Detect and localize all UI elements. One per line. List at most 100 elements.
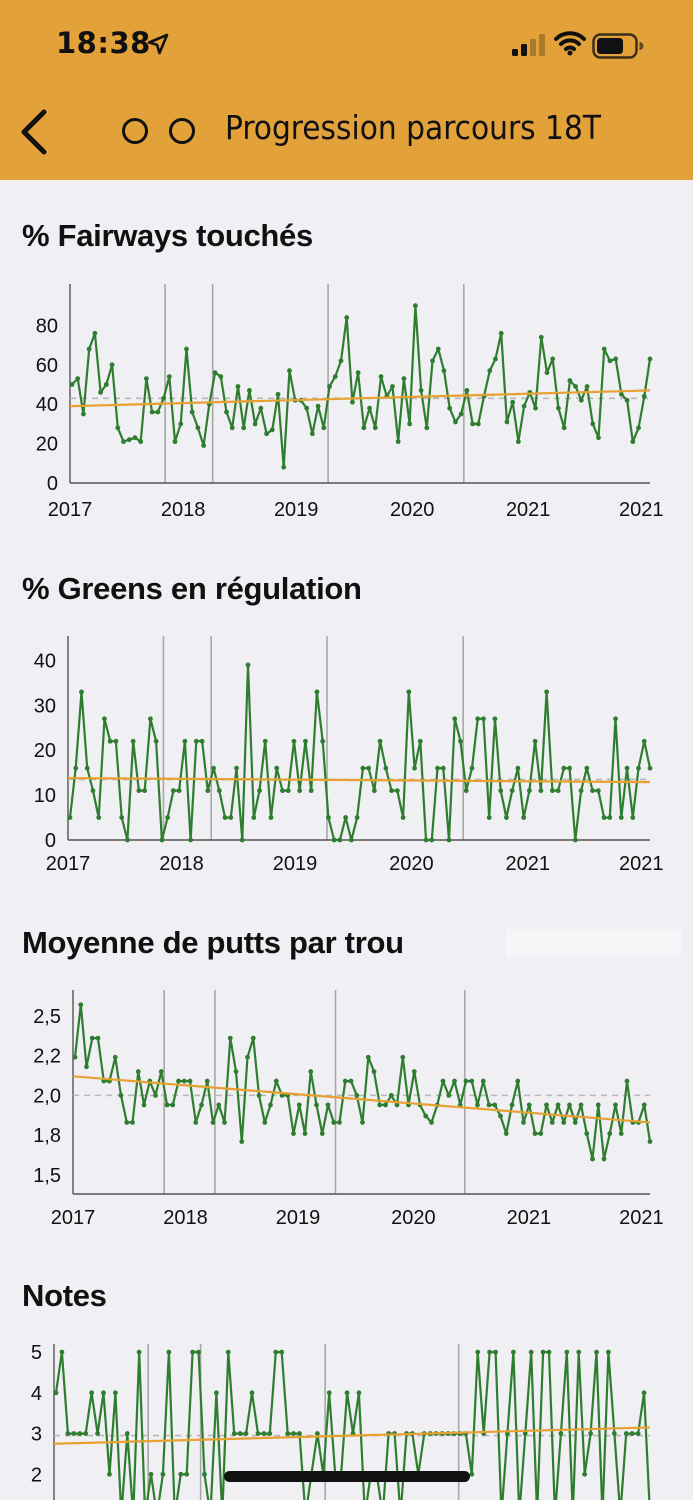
data-point [297,788,303,794]
option-circle-button-1[interactable] [122,118,148,144]
data-point [475,421,481,427]
data-point [199,1102,204,1108]
data-point [463,1078,469,1084]
data-point [590,421,596,427]
data-point [314,1102,319,1108]
data-point [67,815,73,820]
back-chevron-icon[interactable] [14,106,58,158]
data-point [641,1102,647,1108]
y-tick-label: 1,5 [33,1165,61,1187]
data-point [216,788,222,794]
data-point [228,815,234,820]
data-point [225,1349,231,1355]
y-tick-label: 80 [36,315,58,337]
x-tick-label: 2017 [48,499,93,521]
data-point [247,388,252,393]
data-point [366,765,372,771]
data-point [624,765,630,771]
data-point [611,1431,617,1436]
data-point [53,1390,59,1396]
data-point [371,788,377,794]
data-point [126,437,132,443]
x-tick-label: 2021 [619,499,664,521]
data-point [89,1390,95,1396]
data-point [176,788,182,794]
data-point [125,837,130,843]
data-point [504,419,510,425]
data-point [521,403,527,409]
data-point [165,815,171,820]
data-point [234,765,239,771]
option-circle-button-2[interactable] [169,118,195,144]
data-point [280,788,285,794]
status-time: 18:38 [56,26,151,60]
data-point [109,362,115,368]
data-point [331,837,337,843]
y-tick-label: 40 [36,394,58,416]
data-point [429,837,435,843]
data-point [624,397,630,403]
data-point [213,1390,219,1396]
data-point [337,837,343,843]
data-point [584,384,590,389]
data-point [590,1156,595,1162]
x-tick-label: 2020 [391,1207,436,1229]
data-point [222,815,228,820]
data-point [504,815,509,820]
data-point [153,738,159,744]
data-point [475,1349,481,1355]
battery-icon [592,33,644,59]
data-point [613,1102,618,1108]
data-point [538,788,544,794]
data-point [527,788,532,794]
y-tick-label: 2,5 [33,1006,61,1028]
data-point [556,405,561,411]
data-point [446,1092,452,1098]
data-point [493,1349,498,1355]
x-tick-label: 2021 [619,853,664,875]
greens-section-title: % Greens en régulation [22,571,362,606]
data-point [83,1431,89,1436]
data-point [446,837,452,843]
data-point [314,1431,320,1436]
y-tick-label: 0 [47,473,58,495]
series-line [71,304,652,469]
data-point [148,1471,154,1477]
data-point [401,376,407,381]
data-point [84,1064,89,1070]
data-point [142,788,148,794]
data-point [360,1120,365,1125]
data-point [315,403,321,409]
data-point [320,738,326,744]
home-indicator[interactable] [224,1471,470,1482]
data-point [262,738,268,744]
data-point [440,1078,446,1084]
data-point [204,1078,210,1084]
data-point [107,738,113,744]
data-point [251,815,257,820]
x-tick-label: 2018 [163,1207,208,1229]
data-point [576,1349,582,1355]
data-point [344,1390,350,1396]
data-point [618,815,624,820]
data-point [412,303,418,309]
data-point [90,788,96,794]
data-point [132,435,138,441]
x-tick-label: 2017 [46,853,91,875]
data-point [550,356,556,362]
data-point [285,1431,291,1436]
data-point [526,1102,532,1108]
data-point [262,1120,268,1125]
data-point [343,815,349,820]
data-point [297,1431,302,1436]
data-point [344,315,350,320]
data-point [95,1431,100,1436]
data-point [561,1120,567,1125]
data-point [160,1471,166,1477]
data-point [618,1131,624,1136]
data-point [166,374,172,380]
data-point [561,765,567,771]
y-tick-label: 20 [34,740,56,762]
notes-section-title: Notes [22,1278,107,1313]
data-point [189,409,195,415]
